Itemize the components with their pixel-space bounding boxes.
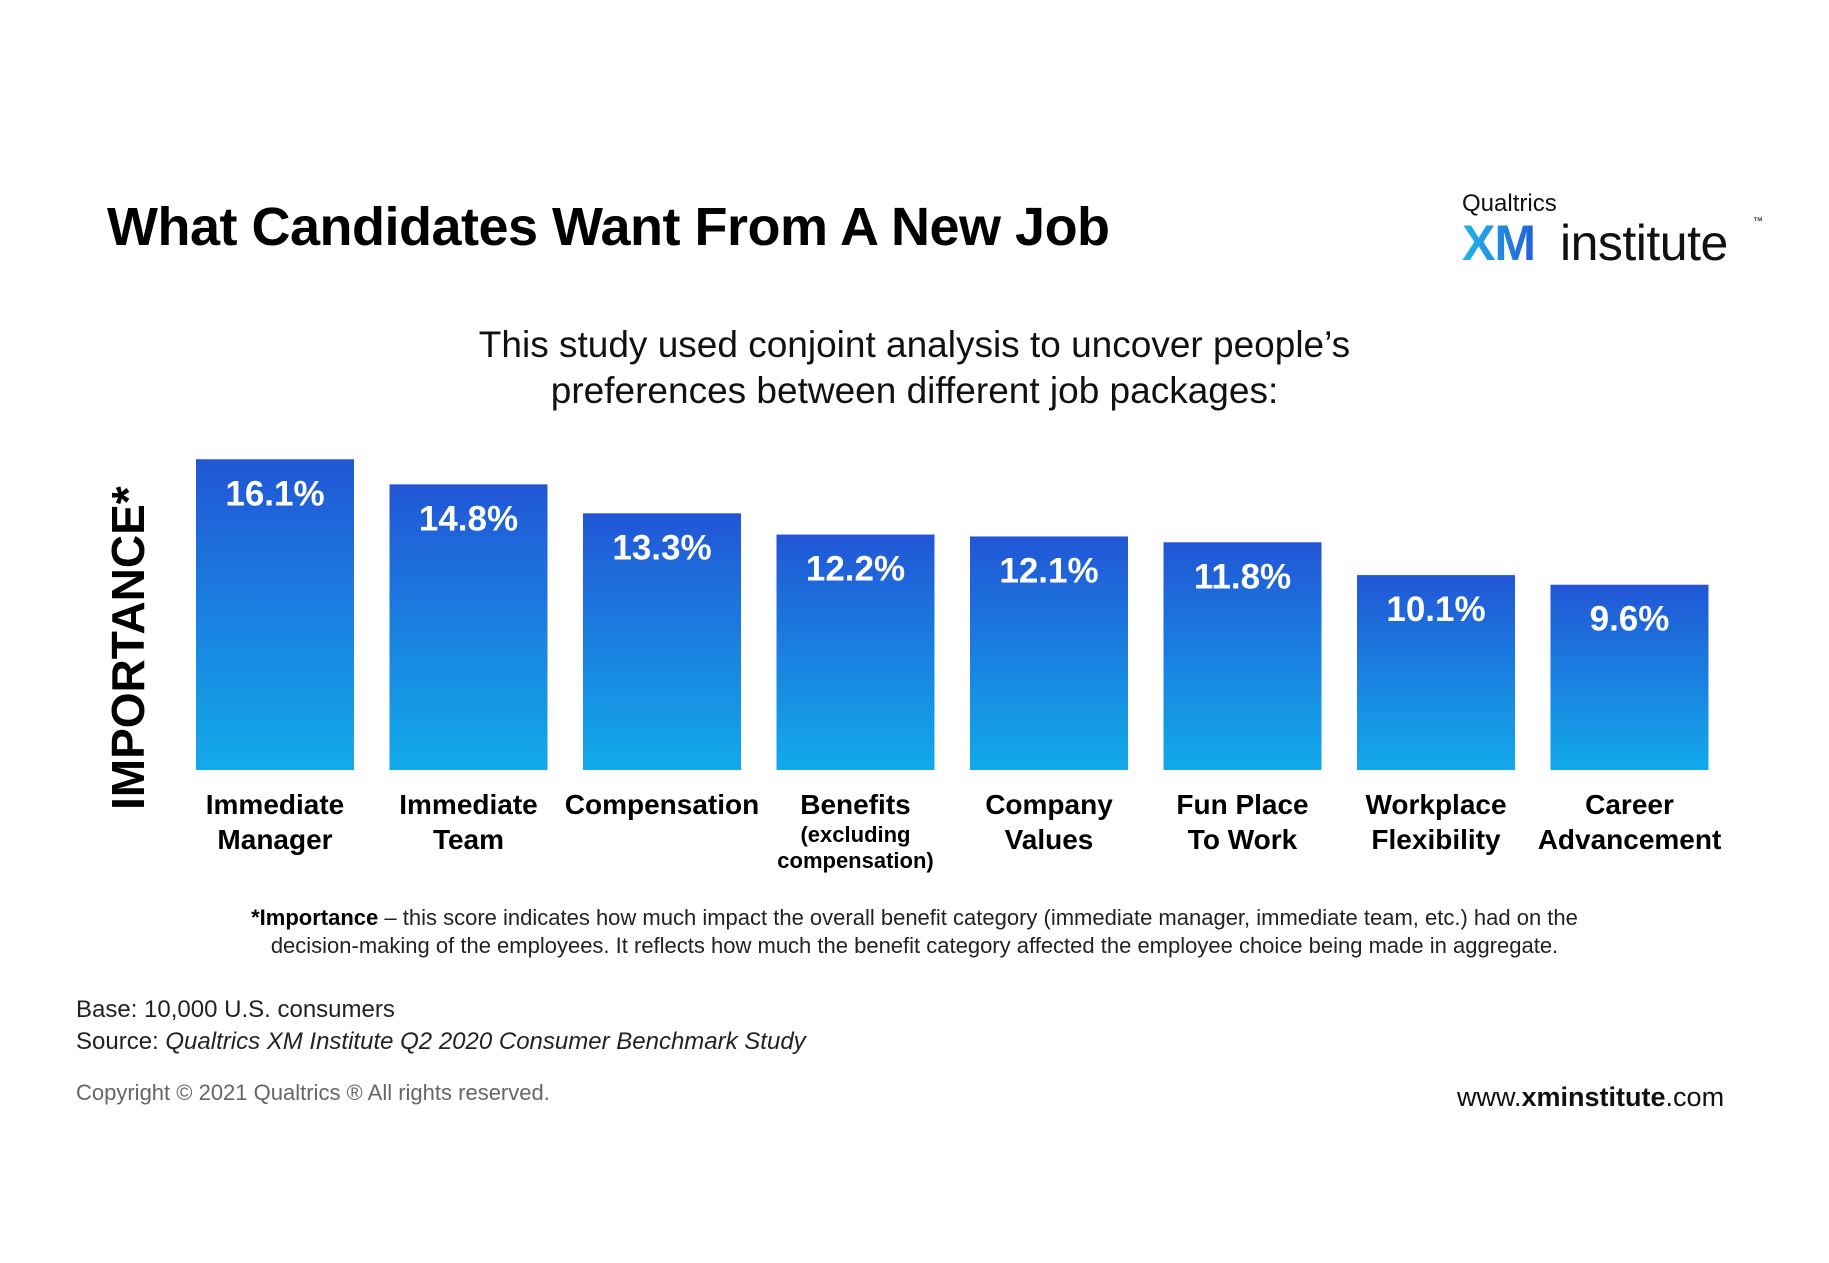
website-prefix: www. [1457,1082,1522,1112]
category-label-8-line-2: Advancement [1538,824,1722,855]
bar-value-label-6: 11.8% [1194,557,1291,596]
footnote-term: *Importance [251,905,379,930]
logo-brand: Qualtrics [1462,190,1557,217]
base-note: Base: 10,000 U.S. consumers [76,996,395,1024]
category-label-3-line-1: Compensation [565,789,759,820]
y-axis-label: IMPORTANCE* [102,486,154,810]
base-label: Base: [76,996,138,1023]
bar-value-label-5: 12.1% [999,551,1098,590]
bar-1 [196,459,354,770]
category-label-5-line-1: Company [985,789,1113,820]
website-link[interactable]: www.xminstitute.com [1457,1082,1724,1113]
bar-value-label-1: 16.1% [225,474,324,513]
base-value: 10,000 U.S. consumers [144,996,395,1023]
bar-8 [1550,584,1709,770]
category-label-2-line-1: Immediate [399,789,538,820]
importance-footnote: *Importance – this score indicates how m… [0,904,1829,960]
logo-xm: XM [1462,215,1536,271]
logo-trademark: ™ [1753,216,1763,227]
logo-institute: institute [1560,215,1728,271]
footnote-text-1: – this score indicates how much impact t… [378,905,1578,930]
website-domain: xminstitute [1521,1082,1666,1112]
chart-title: What Candidates Want From A New Job [107,197,1110,257]
bars-group [196,459,1709,770]
subtitle-line-1: This study used conjoint analysis to unc… [478,324,1351,365]
footnote-line-2: decision-making of the employees. It ref… [270,933,1559,958]
subtitle-line-2: preferences between different job packag… [550,370,1279,411]
category-label-6-line-1: Fun Place [1176,789,1308,820]
bar-value-label-4: 12.2% [806,550,905,589]
category-label-4-line-3: compensation) [777,848,933,873]
bar-4 [776,534,935,770]
bar-value-label-2: 14.8% [419,499,518,538]
category-label-1-line-2: Manager [217,824,332,855]
copyright-note: Copyright © 2021 Qualtrics ® All rights … [76,1080,550,1105]
category-label-1-line-1: Immediate [206,789,345,820]
category-label-4-line-1: Benefits [800,789,910,820]
bar-5 [970,536,1128,770]
category-label-4-line-2: (excluding [800,822,910,847]
bar-value-label-3: 13.3% [612,528,711,567]
category-label-2-line-2: Team [433,824,504,855]
bar-3 [583,513,741,770]
chart-subtitle: This study used conjoint analysis to unc… [0,322,1829,414]
category-label-6-line-2: To Work [1188,824,1298,855]
footnote-line-1: *Importance – this score indicates how m… [0,904,1829,932]
xm-institute-logo: Qualtrics XM institute ™ [1462,186,1763,271]
category-label-7-line-2: Flexibility [1371,824,1501,855]
bar-value-label-8: 9.6% [1590,600,1670,639]
bar-7 [1357,575,1515,770]
category-labels-group: Immediate Manager Immediate Team Compensatio… [206,789,1722,873]
bar-value-label-7: 10.1% [1386,590,1485,629]
bar-2 [389,484,548,770]
category-label-8-line-1: Career [1585,789,1674,820]
source-note: Source: Qualtrics XM Institute Q2 2020 C… [76,1028,806,1056]
bar-6 [1163,542,1322,770]
source-label: Source: [76,1028,159,1055]
category-label-5-line-2: Values [1005,824,1094,855]
value-labels-group: 16.1% 14.8% 13.3% 12.2% 12.1% 11.8% 10.1% 9.6% [225,474,1669,638]
website-suffix: .com [1665,1082,1725,1112]
category-label-7-line-1: Workplace [1365,789,1506,820]
source-value: Qualtrics XM Institute Q2 2020 Consumer … [165,1028,806,1055]
